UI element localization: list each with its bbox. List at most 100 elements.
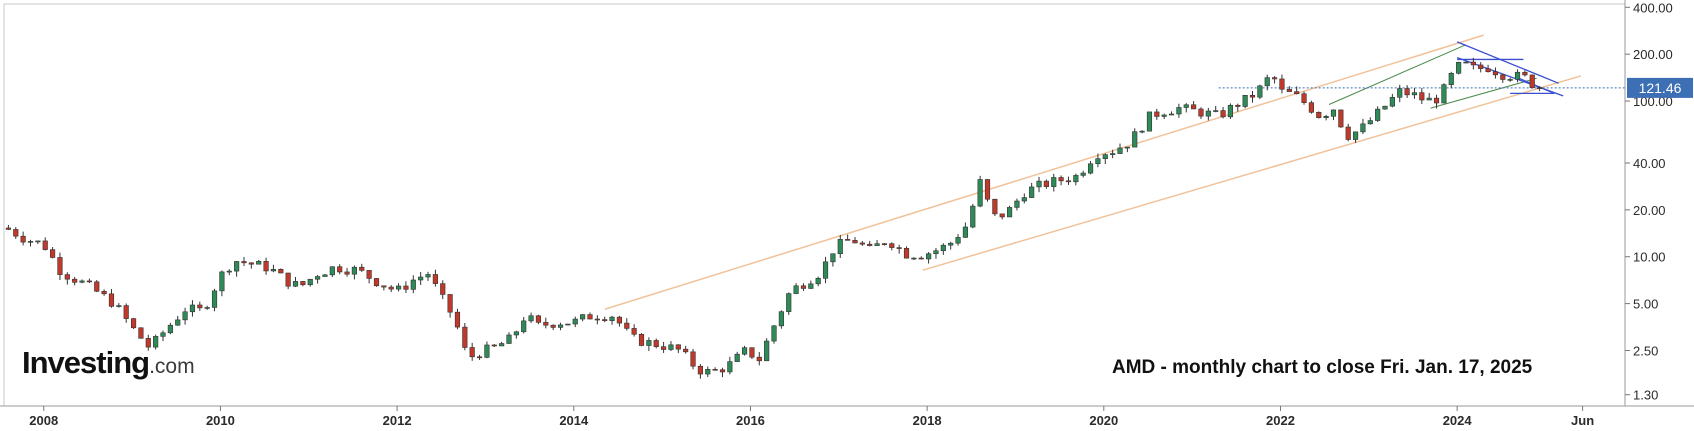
candle-body bbox=[1485, 68, 1491, 73]
candle bbox=[1308, 100, 1314, 114]
candle-body bbox=[587, 314, 593, 320]
candle-body bbox=[1463, 61, 1469, 64]
candle bbox=[1183, 103, 1189, 113]
candle-body bbox=[830, 253, 836, 263]
candle-body bbox=[1176, 107, 1182, 115]
candle-body bbox=[1382, 105, 1388, 110]
candle bbox=[528, 312, 534, 324]
trend-line-upper-channel bbox=[604, 34, 1484, 310]
trend-line-lower-channel bbox=[922, 75, 1582, 271]
candle bbox=[307, 278, 313, 287]
candle-body bbox=[300, 281, 306, 286]
candle-body bbox=[845, 239, 851, 241]
chart-caption: AMD - monthly chart to close Fri. Jan. 1… bbox=[1112, 357, 1533, 378]
candle bbox=[683, 345, 689, 354]
candle-body bbox=[565, 323, 571, 326]
candle-body bbox=[1051, 177, 1057, 187]
y-tick-label: 200.00 bbox=[1633, 47, 1673, 62]
candle-body bbox=[86, 280, 92, 283]
candle-body bbox=[1360, 123, 1366, 133]
candle bbox=[1411, 87, 1418, 99]
candle-body bbox=[1419, 92, 1425, 101]
candle-body bbox=[1537, 87, 1543, 90]
candle-body bbox=[970, 205, 976, 228]
candle-body bbox=[72, 278, 78, 283]
candle-body bbox=[734, 353, 740, 362]
candle bbox=[881, 242, 888, 246]
candle-body bbox=[896, 247, 902, 249]
candle-body bbox=[403, 285, 409, 290]
candle bbox=[1095, 153, 1101, 168]
candle bbox=[1294, 86, 1300, 95]
candle-body bbox=[1308, 102, 1314, 113]
candle-body bbox=[543, 322, 549, 326]
candle-body bbox=[1492, 71, 1499, 76]
candle-body bbox=[1154, 111, 1160, 117]
y-tick-label: 1.30 bbox=[1633, 388, 1658, 403]
candle bbox=[344, 267, 350, 277]
candle-body bbox=[786, 293, 792, 312]
candle bbox=[948, 241, 954, 250]
candle-body bbox=[992, 198, 998, 215]
x-tick-label: 2012 bbox=[383, 413, 412, 428]
candle bbox=[778, 310, 784, 329]
candle bbox=[410, 275, 416, 294]
candle-body bbox=[859, 242, 865, 245]
candle bbox=[572, 316, 578, 328]
candle bbox=[5, 225, 11, 231]
candle bbox=[373, 278, 380, 287]
candle-body bbox=[535, 315, 542, 323]
y-tick-label: 10.00 bbox=[1633, 250, 1666, 265]
x-tick-label: 2008 bbox=[29, 413, 58, 428]
candle bbox=[1389, 93, 1395, 108]
candle-body bbox=[175, 319, 181, 326]
candle-body bbox=[1205, 110, 1211, 117]
candle bbox=[351, 265, 357, 280]
candle bbox=[1456, 61, 1462, 75]
x-tick-label: 2018 bbox=[913, 413, 942, 428]
candle-body bbox=[1323, 115, 1329, 118]
candle bbox=[300, 281, 306, 287]
candle-body bbox=[241, 261, 247, 264]
candle bbox=[1448, 71, 1454, 89]
candle bbox=[153, 334, 159, 350]
candle-body bbox=[977, 179, 983, 207]
trend-line-green-channel-upper bbox=[1328, 44, 1467, 105]
y-tick-label: 2.50 bbox=[1633, 343, 1658, 358]
candle bbox=[35, 240, 41, 245]
candle-body bbox=[50, 249, 56, 258]
candle-body bbox=[315, 276, 321, 280]
candle bbox=[933, 247, 939, 259]
candle bbox=[845, 234, 851, 241]
candle bbox=[1360, 118, 1366, 135]
last-price-tag-label: 121.46 bbox=[1639, 80, 1682, 96]
candle-body bbox=[852, 240, 858, 244]
candle-body bbox=[329, 266, 335, 276]
candle bbox=[101, 289, 107, 296]
candle-body bbox=[292, 281, 299, 287]
candle-body bbox=[1198, 108, 1204, 117]
candle bbox=[852, 237, 858, 244]
candle bbox=[1492, 67, 1499, 79]
candle-body bbox=[1102, 154, 1108, 159]
candle-body bbox=[602, 319, 608, 322]
candle-body bbox=[410, 279, 416, 290]
candle bbox=[1352, 131, 1359, 143]
candle bbox=[278, 268, 284, 274]
candle bbox=[697, 364, 703, 379]
candle bbox=[454, 308, 461, 330]
candle bbox=[1249, 90, 1256, 103]
candle bbox=[432, 269, 438, 287]
candle bbox=[219, 270, 225, 297]
candle-body bbox=[926, 253, 932, 260]
candle-body bbox=[197, 304, 203, 309]
candle bbox=[1242, 94, 1248, 109]
candle bbox=[1154, 108, 1160, 120]
candle-body bbox=[64, 274, 70, 280]
candle-body bbox=[5, 227, 11, 230]
candle bbox=[1463, 61, 1469, 64]
candle bbox=[42, 237, 48, 251]
candle-body bbox=[42, 240, 48, 250]
candle-body bbox=[1073, 175, 1079, 183]
